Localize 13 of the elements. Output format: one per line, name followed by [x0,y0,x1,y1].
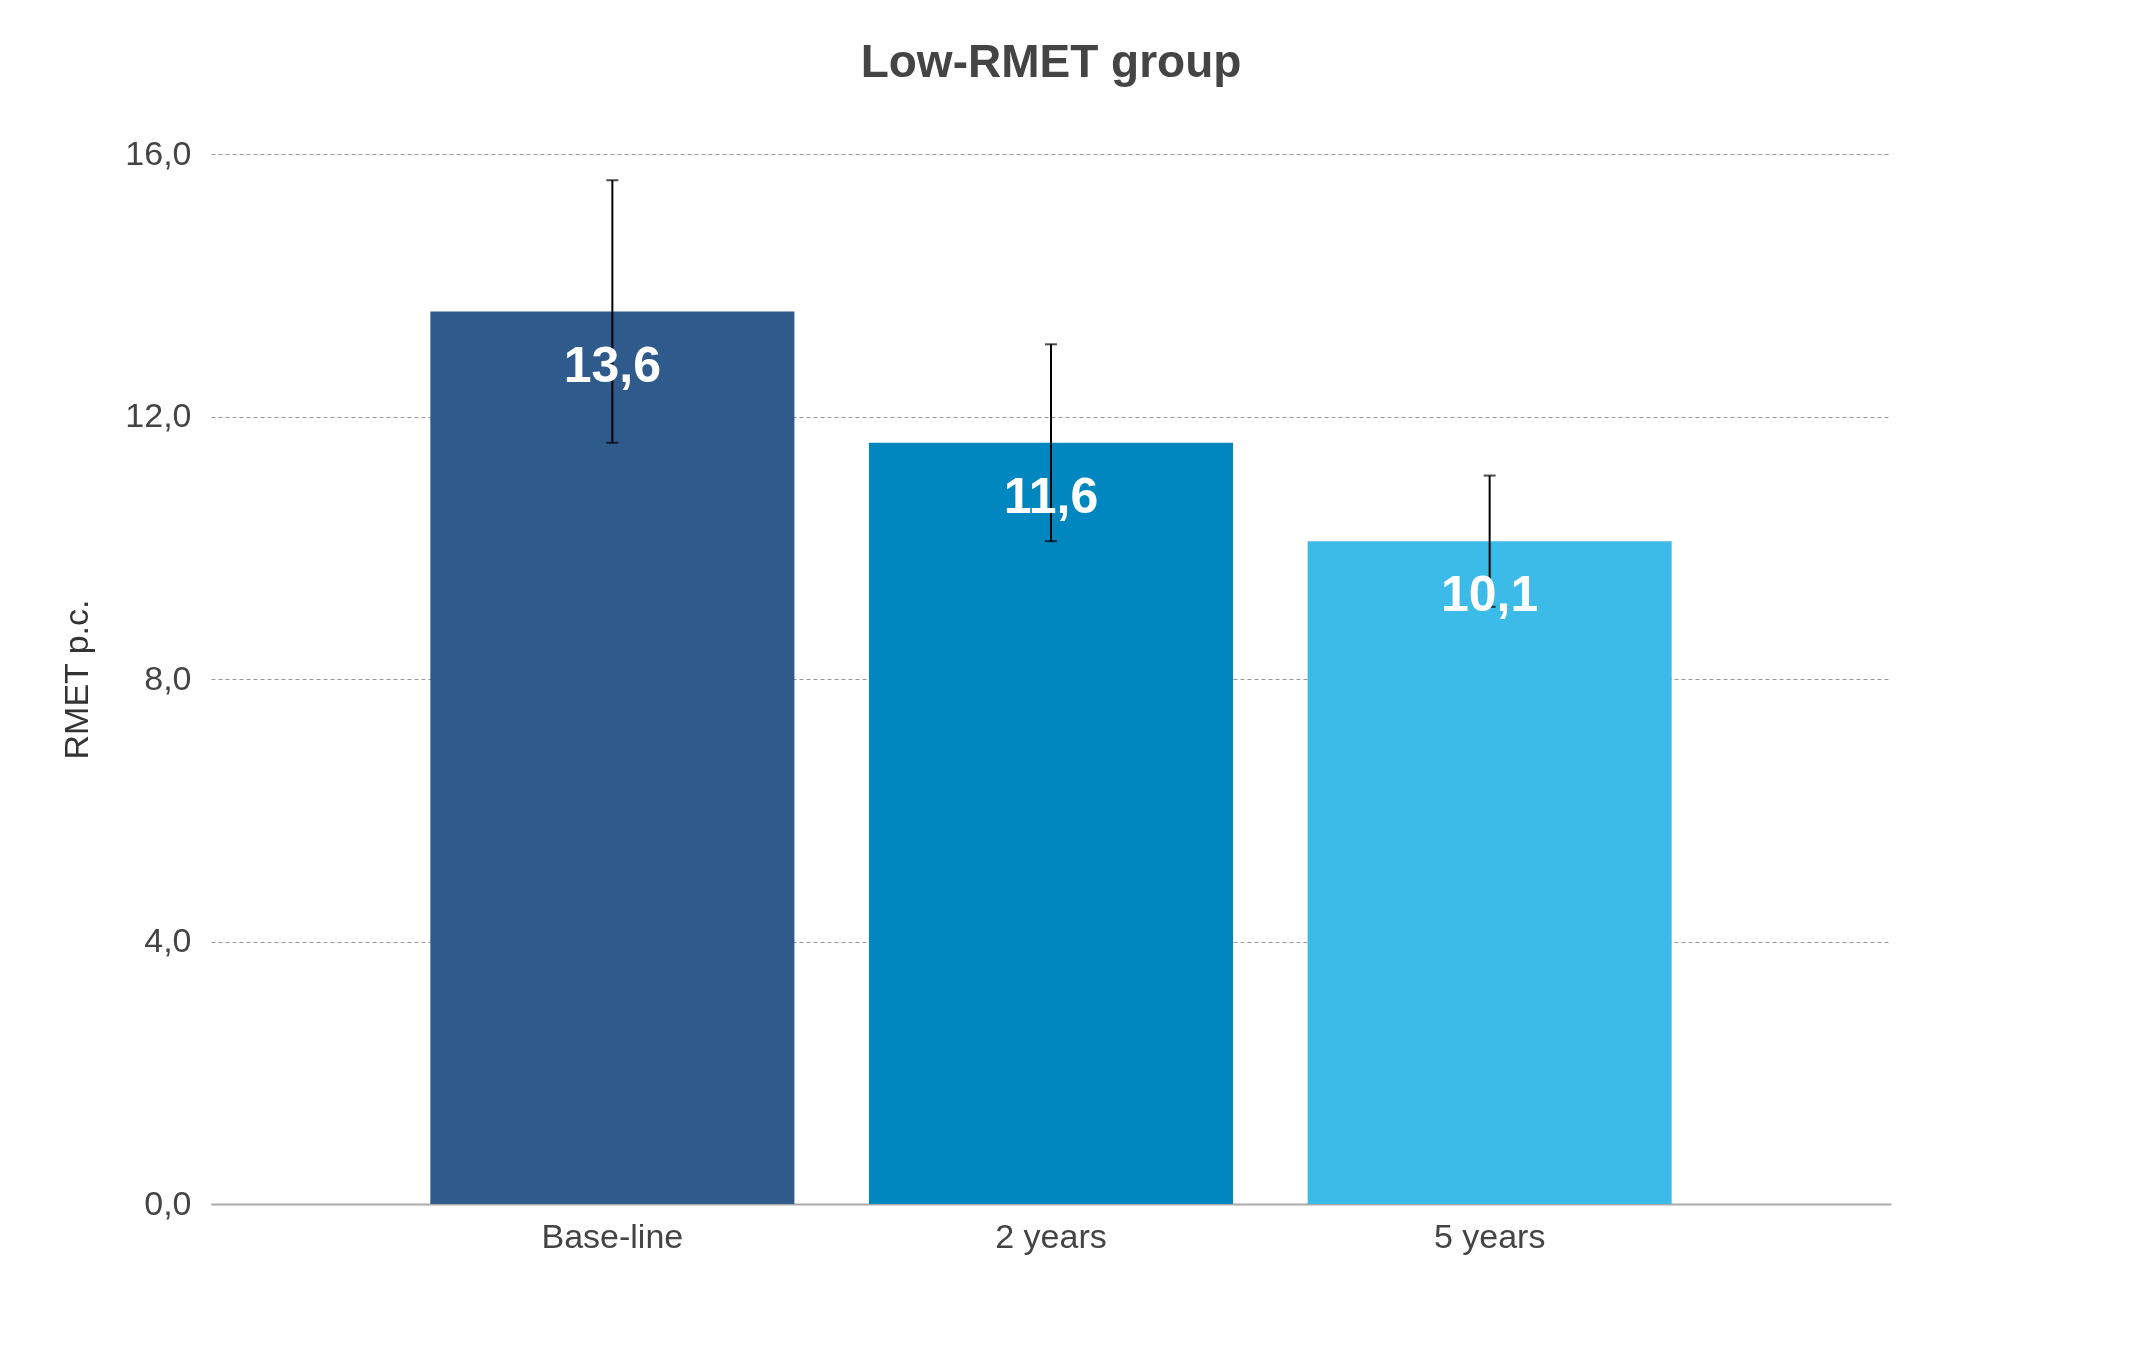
x-tick-label: 2 years [995,1216,1107,1255]
y-axis-title: RMET p.c. [57,599,96,760]
y-tick-label: 16,0 [125,133,192,172]
y-tick-label: 8,0 [144,658,192,697]
bar [430,311,795,1204]
y-tick-label: 0,0 [144,1183,192,1222]
y-tick-label: 12,0 [125,396,192,434]
y-tick-label: 4,0 [144,921,192,959]
chart-title: Low-RMET group [860,35,1242,87]
bar [1307,541,1672,1204]
bar [868,442,1234,1204]
x-tick-label: Base-line [541,1216,684,1255]
x-tick-label: 5 years [1433,1216,1546,1255]
